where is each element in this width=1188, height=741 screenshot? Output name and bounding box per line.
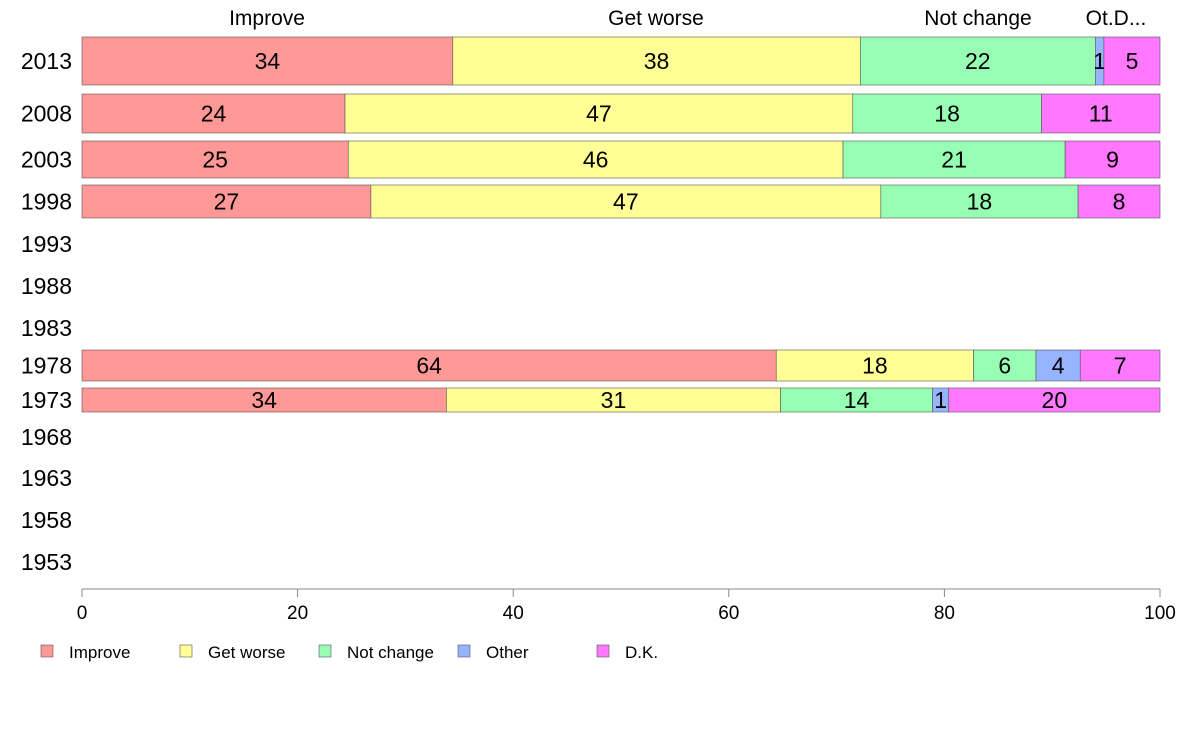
data-label: 6 — [998, 353, 1011, 379]
bar-segment — [81, 36, 454, 86]
bar-segment — [1064, 140, 1161, 179]
data-label: 1 — [1093, 48, 1106, 74]
data-label: 11 — [1089, 101, 1113, 127]
x-tick-label: 60 — [718, 603, 739, 624]
bar-segment — [775, 349, 974, 382]
bar-segment — [81, 387, 447, 413]
top-label: Ot.D... — [1086, 7, 1147, 30]
y-tick-label: 1978 — [21, 353, 72, 379]
bar-segment — [1103, 36, 1161, 86]
y-tick-label: 1983 — [21, 315, 72, 341]
legend-swatch — [596, 644, 610, 658]
y-tick-label: 1958 — [21, 507, 72, 533]
legend-swatch — [457, 644, 471, 658]
y-tick-label: 2013 — [21, 48, 72, 74]
bar-segment — [948, 387, 1161, 413]
y-tick-label: 2003 — [21, 147, 72, 173]
x-tick-label: 20 — [287, 603, 308, 624]
legend-label: Other — [486, 643, 529, 662]
data-label: 31 — [601, 387, 627, 413]
top-label: Get worse — [608, 7, 704, 30]
y-tick-label: 1963 — [21, 465, 72, 491]
data-label: 25 — [202, 147, 228, 173]
data-label: 22 — [965, 48, 991, 74]
data-label: 24 — [201, 101, 227, 127]
legend-swatch — [40, 644, 54, 658]
bar-segment — [81, 140, 349, 179]
bar-segment — [1077, 184, 1161, 219]
data-label: 21 — [941, 147, 967, 173]
legend-label: D.K. — [625, 643, 658, 662]
top-label: Not change — [924, 7, 1031, 30]
data-label: 46 — [583, 147, 609, 173]
y-tick-label: 1998 — [21, 189, 72, 215]
bar-segment — [1035, 349, 1081, 382]
top-label: Improve — [229, 7, 305, 30]
data-label: 18 — [967, 189, 993, 215]
legend-label: Get worse — [208, 643, 285, 662]
bar-segment — [852, 93, 1042, 134]
bar-segment — [81, 349, 777, 382]
bar-segment — [81, 184, 372, 219]
data-label: 18 — [934, 101, 960, 127]
y-tick-label: 2008 — [21, 101, 72, 127]
bar-segment — [452, 36, 861, 86]
bar-segment — [1079, 349, 1161, 382]
legend-swatch — [179, 644, 193, 658]
bar-segment — [344, 93, 854, 134]
bar-segment — [446, 387, 781, 413]
data-label: 18 — [862, 353, 888, 379]
bar-segment — [880, 184, 1079, 219]
data-label: 64 — [416, 353, 442, 379]
data-label: 14 — [844, 387, 870, 413]
y-tick-label: 1973 — [21, 387, 72, 413]
x-tick-label: 80 — [934, 603, 955, 624]
data-label: 34 — [255, 48, 281, 74]
data-label: 9 — [1106, 147, 1119, 173]
data-label: 5 — [1126, 48, 1139, 74]
legend-swatch — [318, 644, 332, 658]
bar-segment — [842, 140, 1066, 179]
data-label: 27 — [214, 189, 240, 215]
x-tick-label: 100 — [1144, 603, 1176, 624]
bar-segment — [1041, 93, 1161, 134]
y-tick-label: 1968 — [21, 424, 72, 450]
data-label: 34 — [251, 387, 277, 413]
y-tick-label: 1988 — [21, 273, 72, 299]
data-label: 4 — [1052, 353, 1065, 379]
legend-label: Improve — [69, 643, 130, 662]
y-tick-label: 1993 — [21, 231, 72, 257]
bar-segment — [973, 349, 1037, 382]
data-label: 8 — [1113, 189, 1126, 215]
y-tick-label: 1953 — [21, 549, 72, 575]
data-label: 47 — [586, 101, 612, 127]
data-label: 47 — [613, 189, 639, 215]
data-label: 20 — [1042, 387, 1068, 413]
bar-segment — [860, 36, 1096, 86]
bar-segment — [780, 387, 933, 413]
legend-label: Not change — [347, 643, 434, 662]
bar-segment — [347, 140, 844, 179]
x-tick-label: 40 — [503, 603, 524, 624]
data-label: 1 — [934, 387, 947, 413]
data-label: 7 — [1114, 353, 1127, 379]
bar-segment — [81, 93, 346, 134]
data-label: 38 — [644, 48, 670, 74]
x-tick-label: 0 — [77, 603, 88, 624]
bar-segment — [370, 184, 882, 219]
